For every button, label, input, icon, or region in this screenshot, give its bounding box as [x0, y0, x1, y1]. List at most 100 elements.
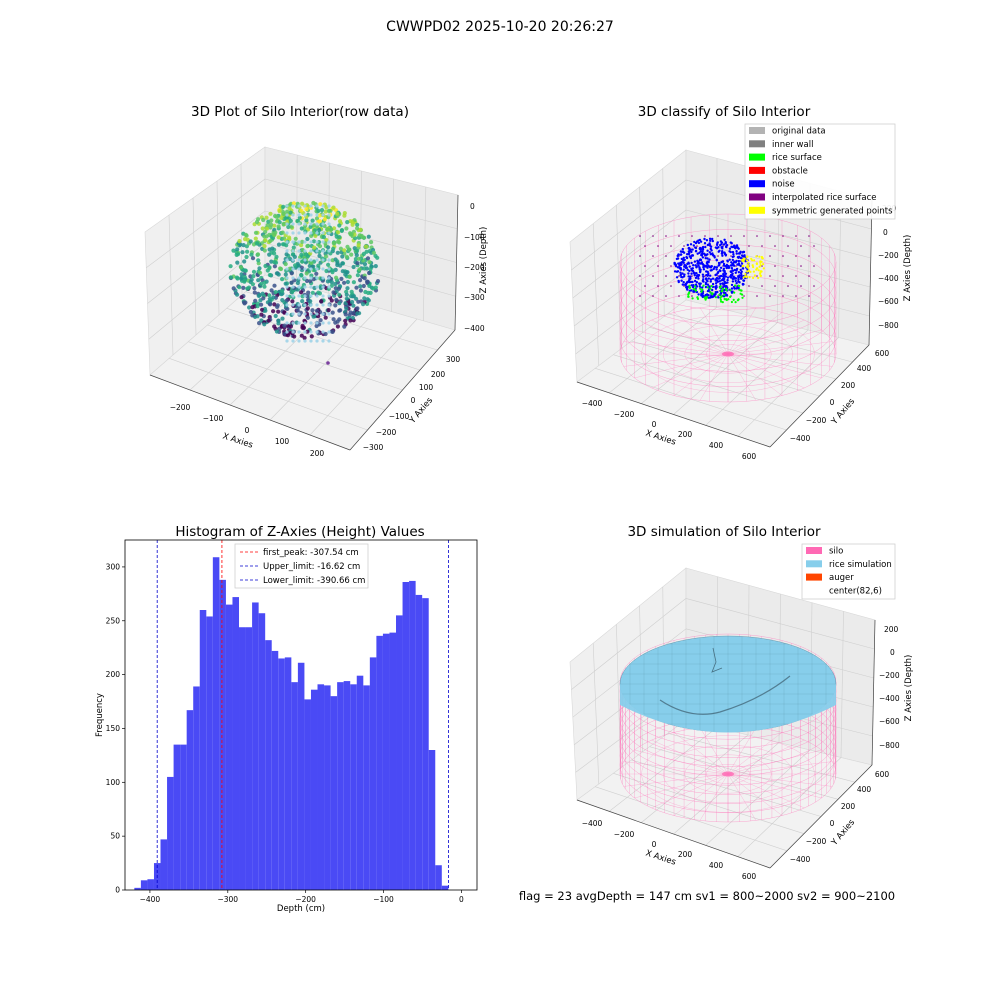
histogram-x-tick: 0 — [459, 895, 464, 904]
classify-3d-point-noise — [735, 287, 738, 290]
raw-3d-point — [303, 303, 307, 307]
raw-3d-point — [241, 285, 246, 290]
raw-3d-point — [331, 246, 336, 251]
silo-floor-spoke — [651, 319, 729, 355]
classify-3d-point-symmetric — [747, 269, 751, 272]
classify-3d-point-rice — [714, 296, 718, 299]
raw-3d-point — [317, 227, 322, 233]
raw-3d-point — [291, 339, 295, 343]
classify-3d-point-noise — [715, 276, 719, 280]
classify-3d-point-noise — [681, 247, 684, 251]
histogram-bar — [396, 615, 403, 890]
classify-3d-point-noise — [690, 250, 693, 254]
classify-3d-point-noise — [735, 282, 738, 285]
silo-floor-spoke — [727, 773, 805, 809]
classify-3d-point-noise — [690, 272, 693, 275]
raw-3d-point — [327, 249, 331, 253]
classify-3d-x-axis — [576, 381, 771, 448]
raw-3d-point — [355, 306, 360, 311]
classify-3d-point-rice — [730, 300, 734, 304]
classify-3d-point-noise — [694, 249, 698, 253]
raw-3d-point — [347, 274, 352, 279]
raw-3d-point — [239, 272, 244, 277]
classify-3d-point-noise — [713, 294, 716, 297]
panel-raw-3d: 3D Plot of Silo Interior(row data) −200 … — [144, 104, 489, 458]
classify-3d-point-noise — [719, 244, 722, 247]
status-footer: flag = 23 avgDepth = 147 cm sv1 = 800~20… — [519, 889, 895, 903]
raw-3d-point — [373, 285, 378, 290]
classify-3d-point-noise — [676, 254, 679, 258]
classify-3d-point-noise — [694, 246, 698, 250]
raw-3d-point — [363, 289, 368, 295]
classify-3d-point-rice — [710, 285, 713, 288]
raw-3d-point — [253, 236, 258, 241]
classify-3d-x-label: X Axies — [644, 428, 677, 447]
raw-3d-point — [265, 223, 270, 228]
simulation-legend-label: silo — [829, 547, 843, 557]
raw-3d-point — [327, 312, 331, 316]
simulation-legend-label: auger — [829, 573, 854, 583]
raw-3d-point — [342, 324, 347, 329]
classify-3d-point-noise — [730, 287, 734, 290]
classify-3d-point-interpolated — [787, 245, 789, 247]
classify-3d-point-interpolated — [670, 285, 672, 287]
raw-3d-point — [272, 223, 277, 228]
raw-3d-point — [303, 231, 307, 235]
classify-3d-point-interpolated — [769, 275, 771, 277]
raw-3d-point — [277, 220, 282, 225]
classify-3d-point-noise — [737, 280, 740, 283]
simulation-3d-z-tick: −200 — [879, 671, 900, 680]
raw-3d-point — [250, 282, 255, 287]
raw-3d-point — [321, 330, 325, 334]
classify-3d-point-interpolated — [787, 285, 789, 287]
classify-3d-point-interpolated — [813, 245, 815, 247]
raw-3d-point — [369, 240, 374, 245]
raw-3d-point — [323, 331, 328, 337]
raw-3d-point — [269, 288, 274, 293]
raw-3d-point — [315, 267, 319, 271]
silo-floor-spoke — [623, 341, 729, 355]
classify-3d-point-noise — [731, 258, 734, 262]
classify-3d-point-noise — [698, 282, 701, 285]
raw-3d-point — [303, 258, 307, 262]
classify-3d-point-noise — [686, 285, 689, 288]
histogram-bar — [422, 598, 429, 890]
classify-3d-point-noise — [721, 254, 724, 257]
raw-3d-point — [321, 213, 325, 217]
silo-floor-spoke — [623, 353, 729, 367]
raw-3d-point — [321, 204, 325, 208]
classify-3d-point-noise — [689, 256, 693, 260]
silo-floor-spoke — [727, 739, 805, 775]
silo-floor-spoke — [727, 312, 783, 355]
classify-3d-point-rice — [719, 285, 722, 288]
raw-3d-point — [272, 264, 277, 269]
classify-3d-point-noise — [692, 290, 695, 293]
raw-3d-point — [300, 201, 305, 206]
classify-3d-point-symmetric — [760, 260, 763, 263]
classify-3d-point-noise — [740, 273, 743, 277]
raw-3d-point — [280, 230, 285, 235]
simulation-3d-x-tick: −200 — [614, 830, 635, 839]
raw-3d-point — [338, 308, 343, 313]
raw-3d-point — [235, 292, 240, 297]
raw-3d-point — [306, 290, 311, 295]
raw-3d-point — [315, 312, 319, 316]
raw-3d-point — [340, 261, 345, 266]
histogram-bar — [356, 675, 364, 890]
classify-3d-point-noise — [715, 279, 719, 282]
raw-3d-point — [303, 285, 307, 289]
raw-3d-point — [245, 249, 250, 254]
classify-3d-point-interpolated — [730, 235, 732, 237]
histogram-legend-label: Upper_limit: -16.62 cm — [263, 562, 360, 572]
classify-3d-point-noise — [730, 267, 734, 270]
classify-3d-point-noise — [694, 276, 698, 280]
raw-3d-y-tick: −300 — [363, 443, 384, 452]
classify-3d-point-rice — [687, 293, 690, 296]
classify-3d-point-noise — [700, 261, 704, 264]
classify-3d-point-noise — [690, 261, 693, 265]
raw-3d-point — [285, 323, 290, 328]
silo-floor-spoke — [699, 727, 729, 775]
histogram-bar — [324, 685, 331, 890]
classify-3d-point-noise — [687, 250, 690, 253]
raw-3d-point — [300, 323, 305, 328]
